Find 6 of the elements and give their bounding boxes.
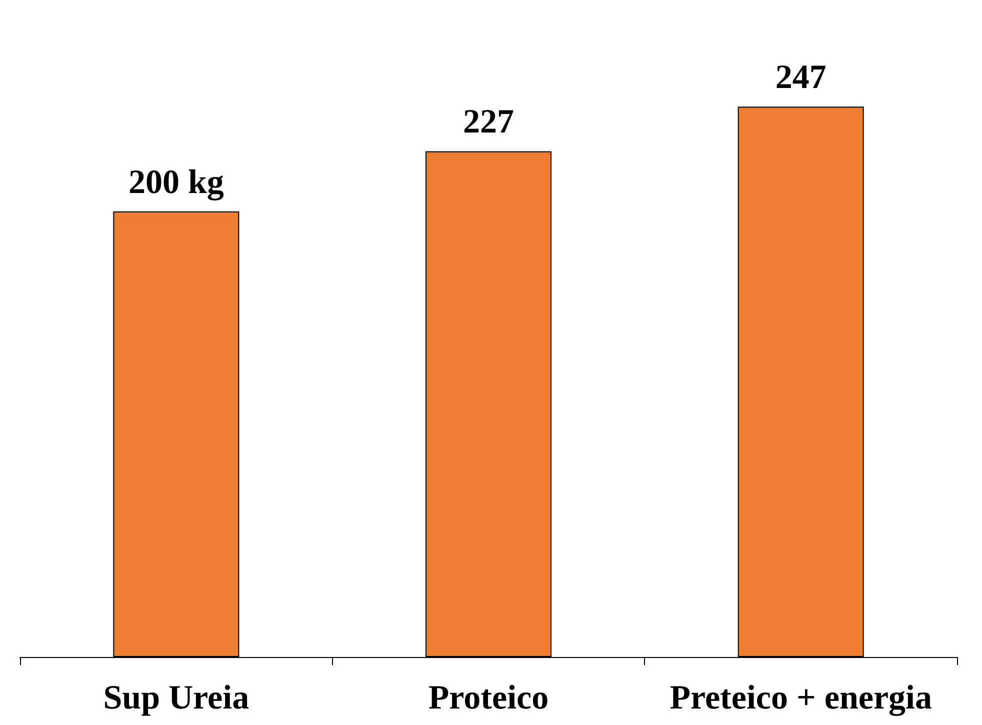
- data-label: 200 kg: [128, 164, 224, 201]
- x-tick-label: Preteico + energia: [670, 680, 932, 716]
- x-tick-label: Sup Ureia: [103, 680, 250, 716]
- data-label: 227: [463, 104, 514, 141]
- data-label: 247: [775, 59, 826, 96]
- x-tick-label: Proteico: [428, 680, 549, 716]
